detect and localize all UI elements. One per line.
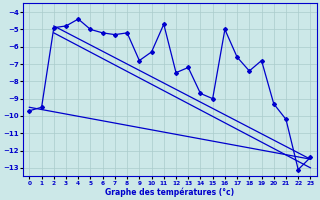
X-axis label: Graphe des températures (°c): Graphe des températures (°c): [105, 187, 235, 197]
